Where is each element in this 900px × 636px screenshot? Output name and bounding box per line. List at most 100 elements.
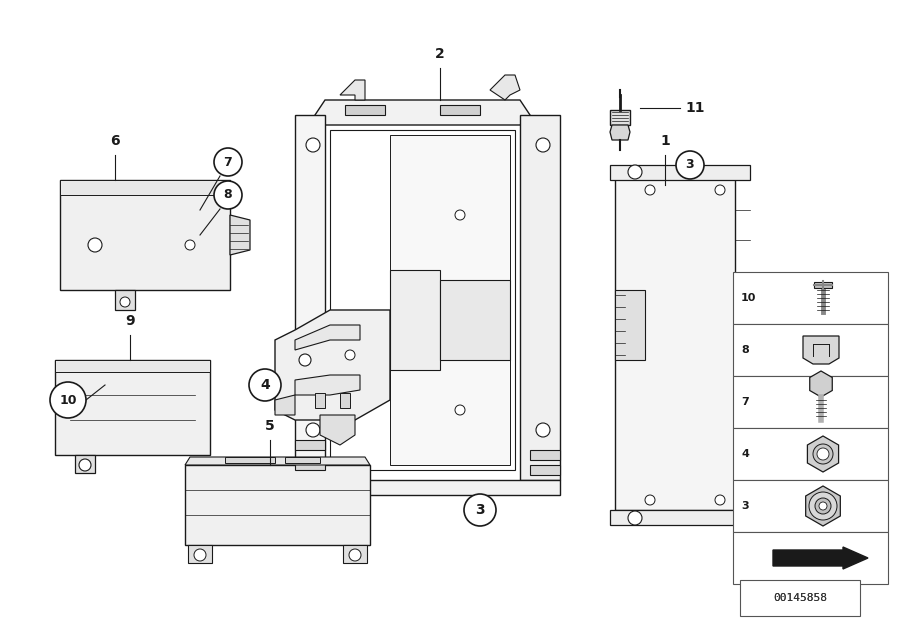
Circle shape xyxy=(645,185,655,195)
Circle shape xyxy=(455,210,465,220)
Text: 2: 2 xyxy=(435,47,445,61)
Polygon shape xyxy=(315,100,530,125)
Circle shape xyxy=(299,354,311,366)
Polygon shape xyxy=(275,310,390,420)
Circle shape xyxy=(628,165,642,179)
Circle shape xyxy=(345,350,355,360)
Text: 3: 3 xyxy=(686,158,694,172)
Polygon shape xyxy=(733,272,888,324)
Polygon shape xyxy=(733,428,888,480)
Text: 00145858: 00145858 xyxy=(773,593,827,603)
Circle shape xyxy=(79,459,91,471)
Polygon shape xyxy=(185,465,370,545)
Polygon shape xyxy=(390,270,440,370)
Circle shape xyxy=(185,240,195,250)
Text: 3: 3 xyxy=(475,503,485,517)
Circle shape xyxy=(464,494,496,526)
Polygon shape xyxy=(330,130,515,470)
Circle shape xyxy=(715,185,725,195)
Polygon shape xyxy=(295,375,360,395)
Text: 11: 11 xyxy=(685,101,705,115)
Polygon shape xyxy=(295,480,560,495)
Polygon shape xyxy=(610,110,630,125)
Polygon shape xyxy=(340,393,350,408)
Polygon shape xyxy=(315,393,325,408)
Text: 10: 10 xyxy=(59,394,76,406)
Polygon shape xyxy=(115,290,135,310)
Polygon shape xyxy=(390,135,510,465)
Circle shape xyxy=(214,181,242,209)
Polygon shape xyxy=(530,450,560,460)
Polygon shape xyxy=(530,465,560,475)
Circle shape xyxy=(645,495,655,505)
Polygon shape xyxy=(345,105,385,115)
Circle shape xyxy=(715,495,725,505)
Polygon shape xyxy=(55,360,210,372)
Polygon shape xyxy=(520,115,560,480)
Text: 00145858: 00145858 xyxy=(773,593,827,603)
Circle shape xyxy=(676,151,704,179)
Polygon shape xyxy=(803,336,839,364)
FancyArrow shape xyxy=(773,547,868,569)
Polygon shape xyxy=(610,165,750,180)
Circle shape xyxy=(536,423,550,437)
Polygon shape xyxy=(295,440,325,450)
Polygon shape xyxy=(615,175,735,510)
Polygon shape xyxy=(807,436,839,472)
Polygon shape xyxy=(440,105,480,115)
Circle shape xyxy=(50,382,86,418)
Polygon shape xyxy=(60,180,230,290)
Polygon shape xyxy=(615,290,645,360)
Text: 4: 4 xyxy=(741,449,749,459)
Text: 9: 9 xyxy=(125,314,135,328)
Polygon shape xyxy=(733,376,888,428)
Circle shape xyxy=(817,448,829,460)
Polygon shape xyxy=(188,545,212,563)
Polygon shape xyxy=(440,280,510,360)
Circle shape xyxy=(214,148,242,176)
Polygon shape xyxy=(185,457,370,465)
Polygon shape xyxy=(275,395,295,415)
Polygon shape xyxy=(55,360,210,455)
Polygon shape xyxy=(295,115,325,480)
Polygon shape xyxy=(733,324,888,376)
Circle shape xyxy=(120,297,130,307)
Polygon shape xyxy=(733,480,888,532)
Circle shape xyxy=(306,423,320,437)
Polygon shape xyxy=(75,455,95,473)
Text: 8: 8 xyxy=(224,188,232,202)
Circle shape xyxy=(628,511,642,525)
Circle shape xyxy=(306,138,320,152)
Polygon shape xyxy=(814,282,832,288)
Polygon shape xyxy=(60,180,230,195)
Polygon shape xyxy=(490,75,520,100)
Polygon shape xyxy=(295,460,325,470)
Text: 10: 10 xyxy=(741,293,756,303)
Text: 7: 7 xyxy=(223,155,232,169)
Text: 3: 3 xyxy=(741,501,749,511)
Polygon shape xyxy=(610,125,630,140)
Polygon shape xyxy=(740,580,860,616)
Text: 8: 8 xyxy=(741,345,749,355)
Circle shape xyxy=(809,492,837,520)
Polygon shape xyxy=(610,510,750,525)
Polygon shape xyxy=(295,325,360,350)
Circle shape xyxy=(819,502,827,510)
Polygon shape xyxy=(230,215,250,255)
Polygon shape xyxy=(810,371,832,397)
Polygon shape xyxy=(733,532,888,584)
Circle shape xyxy=(194,549,206,561)
Polygon shape xyxy=(320,415,355,445)
Circle shape xyxy=(813,444,833,464)
Text: 6: 6 xyxy=(110,134,120,148)
Circle shape xyxy=(249,369,281,401)
Polygon shape xyxy=(806,486,841,526)
Polygon shape xyxy=(285,457,320,463)
Text: 4: 4 xyxy=(260,378,270,392)
Circle shape xyxy=(455,405,465,415)
Text: 5: 5 xyxy=(266,419,274,433)
Circle shape xyxy=(88,238,102,252)
Text: 1: 1 xyxy=(660,134,670,148)
Polygon shape xyxy=(225,457,275,463)
Polygon shape xyxy=(343,545,367,563)
